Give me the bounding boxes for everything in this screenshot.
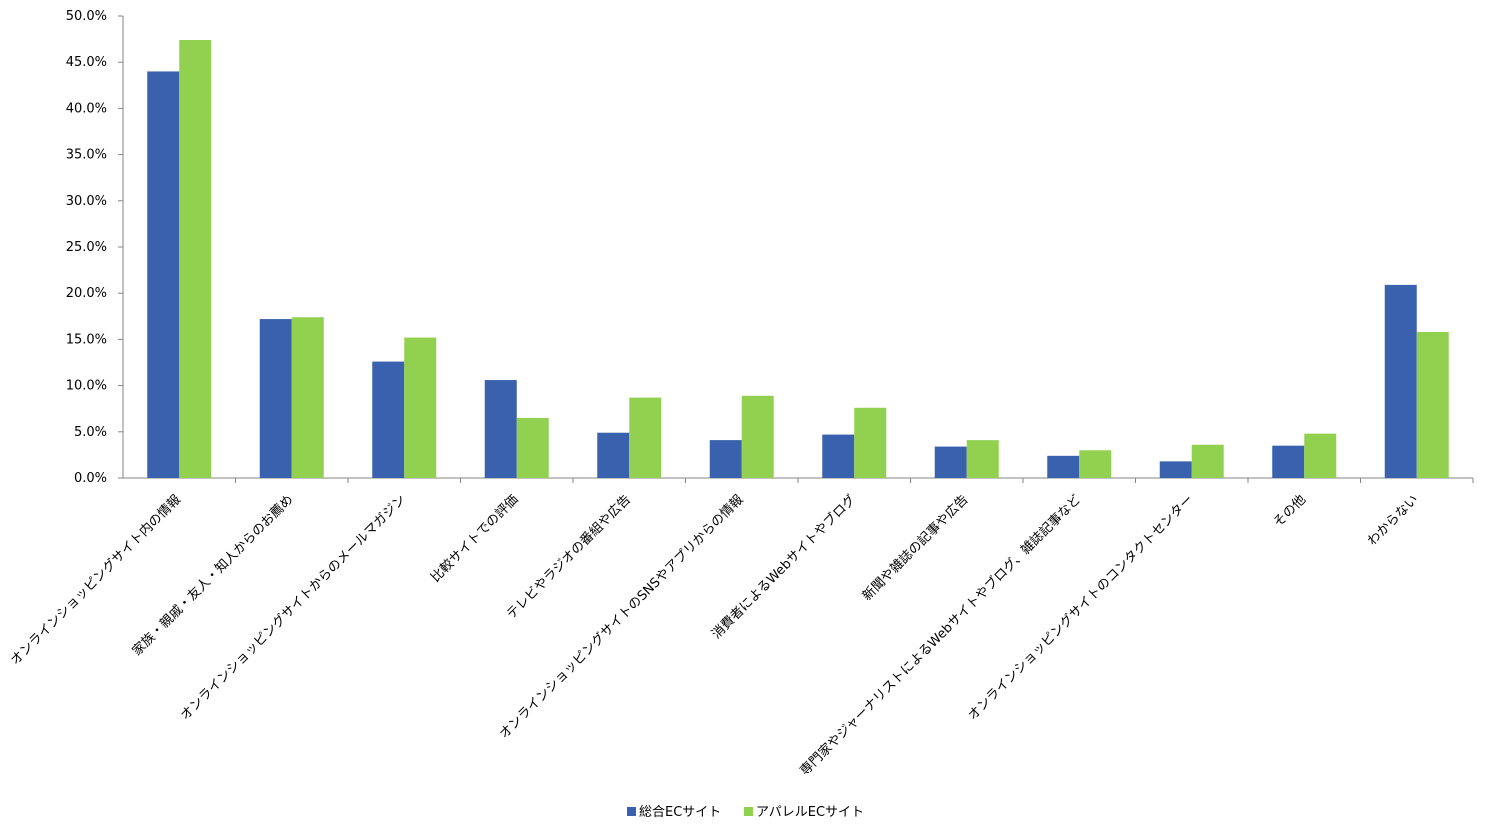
bar-apparel	[179, 40, 212, 479]
y-tick-label: 5.0%	[74, 425, 107, 440]
bar-sogo	[1159, 461, 1192, 478]
bar-sogo	[1047, 455, 1080, 478]
y-tick-label: 25.0%	[66, 240, 107, 255]
bar-apparel	[1191, 444, 1224, 478]
bar-apparel	[966, 440, 999, 478]
y-tick-label: 30.0%	[66, 194, 107, 209]
category-label: その他	[1271, 492, 1309, 530]
category-label: わからない	[1365, 492, 1422, 549]
y-tick-label: 10.0%	[66, 379, 107, 394]
bar-apparel	[291, 317, 324, 478]
legend-label: アパレルECサイト	[756, 805, 864, 820]
bar-apparel	[629, 397, 662, 478]
legend-label: 総合ECサイト	[639, 805, 721, 820]
bar-sogo	[1272, 445, 1305, 478]
category-label: オンラインショッピングサイトからのメールマガジン	[178, 492, 409, 723]
bar-sogo	[934, 446, 967, 478]
bar-apparel	[1304, 433, 1337, 478]
bar-apparel	[854, 407, 887, 478]
y-tick-label: 20.0%	[66, 286, 107, 301]
bar-sogo	[709, 440, 742, 478]
legend: 総合ECサイト アパレルECサイト	[627, 805, 864, 820]
y-tick-label: 40.0%	[66, 101, 107, 116]
y-tick-label: 15.0%	[66, 332, 107, 347]
plot-area: 0.0% 5.0% 10.0% 15.0% 20.0% 25.0% 30.0% 35.0% 40…	[7, 9, 1474, 779]
y-tick-label: 0.0%	[74, 471, 107, 486]
category-label: オンラインショッピングサイトのSNSやアプリからの情報	[497, 492, 747, 742]
y-tick-label: 45.0%	[66, 55, 107, 70]
category-label: オンラインショッピングサイトのコンタクトセンター	[965, 492, 1196, 723]
category-label: 専門家やジャーナリストによるWebサイトやブログ、雑誌記事など	[797, 492, 1084, 779]
bar-apparel	[404, 337, 437, 478]
bar-sogo	[597, 432, 630, 478]
legend-swatch	[744, 807, 753, 816]
bar-sogo	[822, 434, 855, 478]
category-label: 比較サイトでの評価	[428, 492, 521, 585]
category-label: テレビやラジオの番組や広告	[504, 492, 634, 622]
bar-sogo	[147, 71, 180, 478]
bar-sogo	[372, 361, 405, 478]
bar-apparel	[1079, 450, 1112, 478]
bar-apparel	[741, 395, 774, 478]
y-tick-label: 35.0%	[66, 148, 107, 163]
bar-sogo	[259, 319, 292, 478]
bar-apparel	[516, 417, 549, 478]
bar-apparel	[1416, 332, 1449, 478]
bar-sogo	[1384, 284, 1417, 478]
bar-sogo	[484, 380, 517, 478]
category-label: 新聞や雑誌の記事や広告	[859, 492, 971, 604]
legend-swatch	[627, 807, 636, 816]
y-tick-label: 50.0%	[66, 9, 107, 24]
